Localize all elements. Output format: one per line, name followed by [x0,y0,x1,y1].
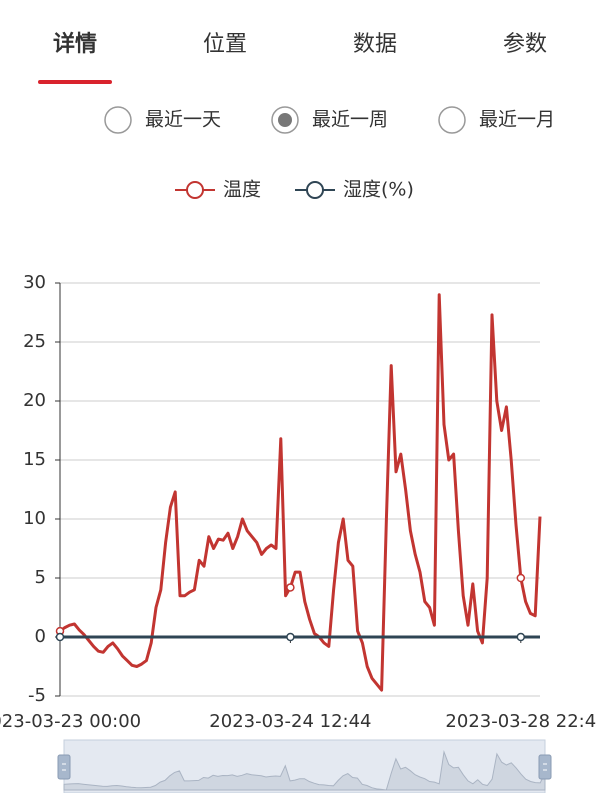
legend-label[interactable]: 温度 [223,179,261,201]
point-marker [516,573,526,583]
y-tick-label: 20 [23,390,46,411]
tab[interactable]: 数据 [353,32,397,57]
tab[interactable]: 详情 [53,31,97,57]
y-tick-label: 10 [23,508,46,529]
x-tick-label: 2023-03-23 00:00 [0,711,141,732]
zoom-preview [63,750,546,791]
radio[interactable] [104,106,132,134]
legend-label[interactable]: 湿度(%) [343,179,414,201]
y-tick-label: 0 [35,626,46,647]
radio-label[interactable]: 最近一天 [145,109,221,131]
radio[interactable] [438,106,466,134]
legend-marker [306,181,324,199]
point-marker [55,632,65,642]
y-tick-label: 30 [23,272,46,293]
point-marker [516,632,526,642]
series-line [59,293,542,692]
x-tick-label: 2023-03-24 12:44 [209,711,371,732]
radio-label[interactable]: 最近一周 [312,109,388,131]
y-tick-label: 15 [23,449,46,470]
x-tick-label: 2023-03-28 22:4 [445,711,596,732]
y-tick-label: -5 [28,685,46,706]
zoom-handle[interactable] [538,754,552,780]
radio-dot [278,113,292,127]
y-tick-label: 5 [35,567,46,588]
legend-marker [186,181,204,199]
zoom-handle[interactable] [57,754,71,780]
tab[interactable]: 参数 [503,32,547,57]
y-tick-label: 25 [23,331,46,352]
radio-label[interactable]: 最近一月 [479,109,555,131]
point-marker [286,632,295,642]
tab[interactable]: 位置 [203,32,247,57]
tab-indicator [38,80,112,84]
point-marker [286,583,295,592]
